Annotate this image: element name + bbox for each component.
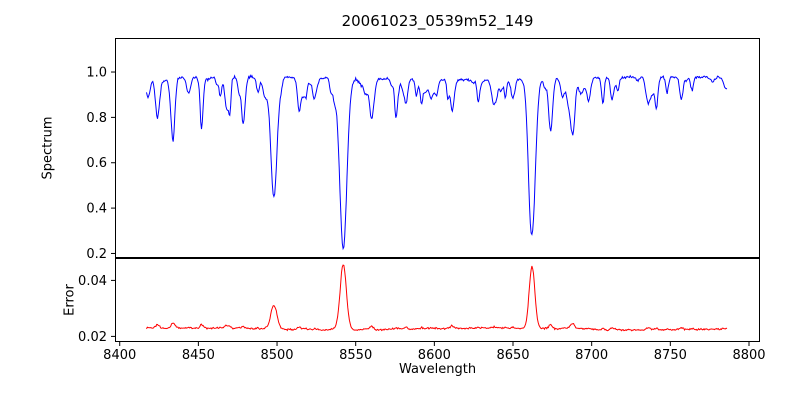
spectrum-panel-border	[115, 38, 760, 258]
spectrum-y-tick-label: 0.6	[86, 156, 107, 171]
plot-title: 20061023_0539m52_149	[341, 12, 534, 30]
error-y-tick-label: 0.04	[78, 274, 107, 289]
x-tick-label: 8500	[260, 348, 293, 363]
error-y-tick-label: 0.02	[78, 330, 107, 345]
x-tick-label: 8800	[732, 348, 765, 363]
x-axis-label: Wavelength	[398, 362, 477, 377]
spectrum-y-tick-label: 1.0	[86, 66, 107, 81]
error-line	[146, 264, 728, 332]
error-panel-border	[115, 258, 760, 342]
spectrum-y-tick-label: 0.2	[86, 247, 107, 262]
spectrum-y-tick-label: 0.8	[86, 111, 107, 126]
x-tick-label: 8750	[654, 348, 687, 363]
x-tick-label: 8650	[496, 348, 529, 363]
x-tick-label: 8450	[182, 348, 215, 363]
x-tick-label: 8700	[575, 348, 608, 363]
x-tick-label: 8600	[418, 348, 451, 363]
x-tick-label: 8550	[339, 348, 372, 363]
spectrum-line	[146, 74, 728, 251]
x-tick-label: 8400	[103, 348, 136, 363]
spectrum-y-tick-label: 0.4	[86, 202, 107, 217]
